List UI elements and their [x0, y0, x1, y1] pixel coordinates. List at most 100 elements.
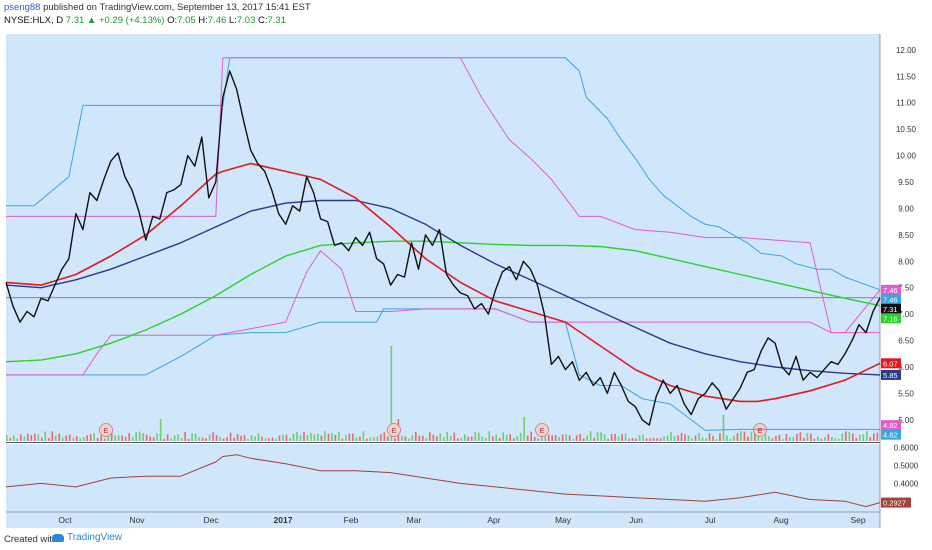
volume-bar	[859, 434, 861, 441]
volume-bar	[359, 436, 361, 441]
volume-bar	[481, 436, 484, 441]
volume-bar	[261, 436, 263, 441]
volume-bar	[254, 436, 256, 441]
price-axis-tag	[881, 358, 901, 369]
series-line-ma-red	[5, 162, 881, 403]
volume-bar	[292, 433, 295, 441]
series-line-channel-blue-upper	[6, 57, 881, 291]
x-tick-label: Feb	[344, 515, 359, 525]
volume-bar	[547, 434, 550, 441]
price-axis-tag	[881, 294, 901, 305]
x-tick-label: 2017	[274, 515, 293, 525]
volume-bar	[575, 435, 578, 441]
volume-bar	[443, 437, 445, 441]
volume-bar	[778, 434, 781, 441]
volume-bar	[9, 438, 12, 441]
price-change: +0.29 (+4.13%)	[98, 15, 165, 26]
x-tick-label: Jul	[705, 515, 716, 525]
up-arrow-icon: ▲	[86, 15, 97, 26]
volume-bar	[491, 436, 494, 441]
volume-bar	[194, 433, 197, 441]
volume-bar	[93, 432, 95, 441]
volume-bar	[586, 435, 588, 441]
volume-bar	[848, 431, 851, 441]
volume-bar	[631, 438, 634, 441]
volume-bar	[474, 431, 477, 441]
volume-bar	[180, 437, 183, 441]
open-label: O:	[167, 15, 178, 26]
volume-bar	[789, 437, 791, 441]
volume-bar	[694, 435, 697, 441]
volume-bar	[366, 438, 368, 441]
volume-bar	[869, 437, 872, 441]
volume-bar	[121, 435, 123, 441]
volume-bar	[436, 436, 438, 441]
y-tick-label: 9.50	[898, 178, 914, 187]
volume-bar	[6, 435, 8, 441]
y-tick-label: 11.50	[896, 72, 916, 81]
price-axis-background	[880, 34, 932, 528]
volume-bar	[684, 434, 686, 441]
brand-name: TradingView	[67, 532, 123, 543]
volume-bar	[54, 435, 57, 441]
volume-bar	[100, 435, 102, 441]
volume-bar	[589, 431, 592, 441]
volume-bar	[561, 434, 564, 441]
volume-bar	[429, 432, 431, 441]
volume-bar	[44, 431, 47, 441]
volume-bar	[740, 431, 742, 441]
volume-bar	[540, 436, 543, 441]
volume-bar	[240, 435, 242, 441]
tradingview-logo[interactable]: TradingView	[52, 532, 122, 543]
author-link[interactable]: pseng88	[4, 2, 41, 13]
price-axis-tag-label: 4.82	[883, 421, 898, 430]
high-label: H:	[198, 15, 208, 26]
volume-bar	[159, 419, 162, 441]
volume-bar	[666, 435, 669, 441]
volume-bar	[387, 436, 389, 441]
y-tick-label: 7.50	[898, 284, 914, 293]
volume-bar	[645, 438, 648, 441]
y-tick-label: 10.50	[896, 125, 917, 134]
volume-bar	[796, 433, 798, 441]
volume-bar	[145, 434, 148, 441]
x-tick-label: Oct	[58, 515, 72, 525]
price-axis-tag-label: 4.82	[883, 431, 898, 440]
x-tick-label: May	[555, 515, 572, 525]
volume-bar	[331, 432, 333, 441]
x-tick-label: Aug	[773, 515, 788, 525]
volume-bar	[603, 434, 606, 441]
volume-bar	[733, 435, 735, 441]
volume-bar	[79, 438, 82, 441]
osc-tick-label: 0.6000	[894, 444, 919, 453]
volume-bar	[82, 437, 85, 441]
osc-tick-label: 0.4000	[894, 479, 919, 488]
y-tick-label: 5.00	[898, 416, 914, 425]
volume-bar	[411, 435, 414, 441]
volume-bar	[554, 435, 557, 441]
x-tick-label: Dec	[203, 515, 219, 525]
volume-bar	[649, 438, 651, 441]
volume-bar	[226, 437, 228, 441]
volume-bar	[449, 435, 452, 441]
volume-bar	[394, 438, 396, 441]
volume-bar	[383, 432, 386, 441]
volume-bar	[572, 438, 574, 441]
x-tick-label: Sep	[850, 515, 865, 525]
volume-bar	[876, 432, 879, 441]
earnings-marker-label: E	[391, 426, 396, 435]
volume-bar	[624, 433, 627, 441]
volume-bar	[663, 436, 665, 441]
volume-bar	[656, 438, 658, 441]
high-value: 7.46	[207, 15, 227, 26]
earnings-marker	[387, 423, 401, 437]
volume-bar	[698, 432, 700, 441]
volume-bar	[236, 434, 239, 441]
volume-bar	[852, 433, 854, 441]
volume-bar	[110, 431, 113, 441]
volume-bar	[103, 438, 106, 441]
volume-bar	[380, 434, 382, 441]
volume-bar	[124, 436, 127, 441]
created-with-text: Created with	[4, 534, 58, 545]
